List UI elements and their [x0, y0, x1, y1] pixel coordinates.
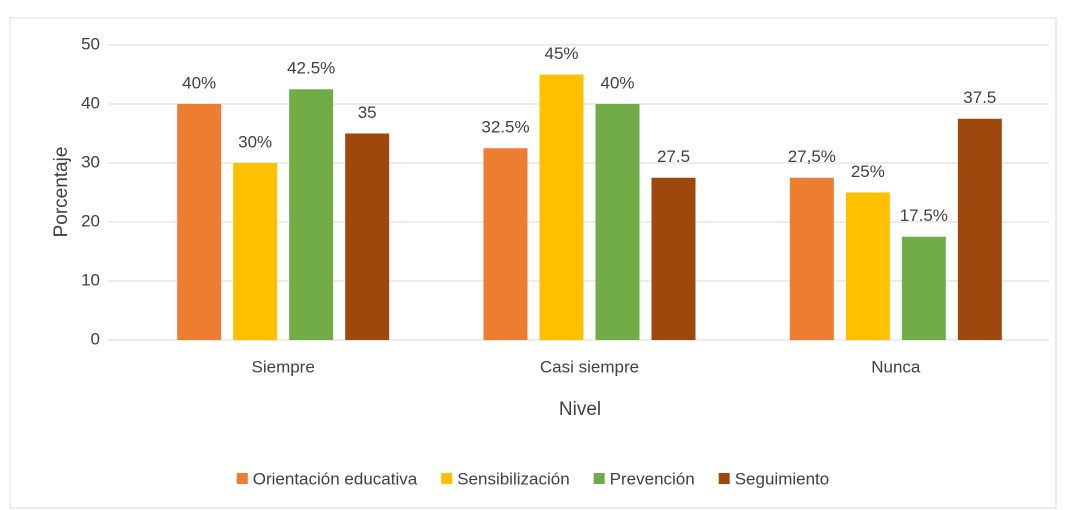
bar [957, 118, 1002, 340]
bar [845, 192, 890, 340]
data-label: 45% [544, 44, 578, 63]
data-label: 27,5% [788, 147, 836, 166]
data-label: 25% [851, 162, 885, 181]
legend-swatch [441, 473, 453, 484]
legend-label: Prevención [610, 469, 695, 488]
legend-swatch [718, 473, 730, 484]
data-label: 30% [238, 132, 272, 151]
data-label: 32.5% [481, 118, 529, 137]
data-label: 17.5% [900, 206, 948, 225]
data-label: 40% [182, 73, 216, 92]
y-axis-title: Porcentaje [51, 147, 72, 238]
y-tick-label: 0 [91, 329, 100, 348]
data-label: 27.5 [657, 147, 690, 166]
legend-label: Seguimiento [735, 469, 830, 488]
bar [177, 104, 222, 340]
y-tick-label: 50 [81, 34, 100, 53]
bar [233, 163, 278, 340]
bar [651, 177, 696, 340]
x-tick-label: Siempre [252, 357, 315, 376]
x-axis-title: Nivel [559, 399, 601, 420]
y-tick-label: 40 [81, 93, 100, 112]
legend-label: Orientación educativa [253, 469, 418, 488]
x-tick-label: Casi siempre [540, 357, 639, 376]
y-tick-label: 30 [81, 152, 100, 171]
legend-swatch [236, 473, 248, 484]
data-label: 40% [600, 73, 634, 92]
bar [539, 74, 584, 340]
legend-swatch [593, 473, 605, 484]
bar [789, 177, 834, 340]
data-label: 42.5% [287, 59, 335, 78]
bar [483, 148, 528, 340]
y-tick-label: 20 [81, 211, 100, 230]
bar [289, 89, 334, 340]
data-label: 35 [358, 103, 377, 122]
bar [901, 236, 946, 340]
bar [595, 104, 640, 340]
chart-frame [9, 17, 1057, 509]
x-tick-label: Nunca [871, 357, 921, 376]
legend-label: Sensibilización [457, 469, 569, 488]
data-label: 37.5 [963, 88, 996, 107]
bar [345, 133, 390, 340]
y-tick-label: 10 [81, 270, 100, 289]
